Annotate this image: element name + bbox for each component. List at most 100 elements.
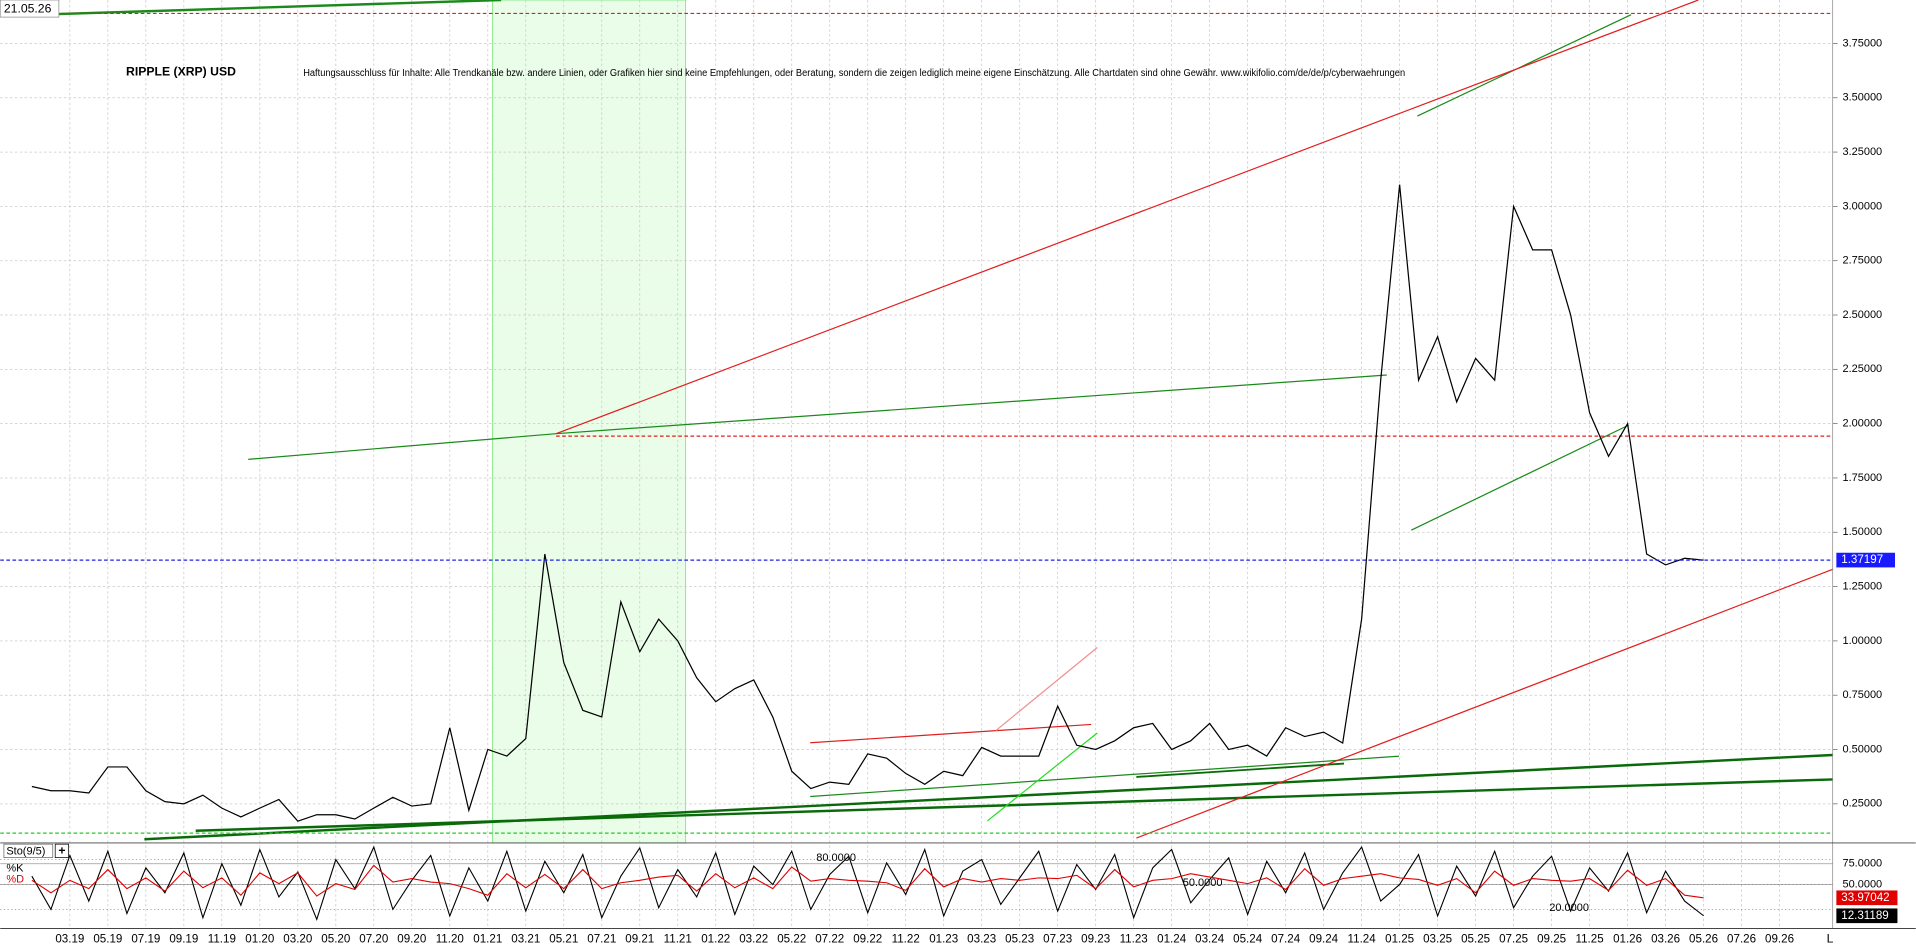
x-tick-label: 09.21 xyxy=(625,933,654,946)
x-tick-label: 09.20 xyxy=(397,933,426,946)
y-tick-label: 3.50000 xyxy=(1842,92,1882,104)
x-tick-label: 05.23 xyxy=(1005,933,1034,946)
disclaimer: Haftungsausschluss für Inhalte: Alle Tre… xyxy=(303,68,1405,79)
x-tick-label: 09.26 xyxy=(1765,933,1794,946)
y-tick-label: 0.75000 xyxy=(1842,689,1882,701)
trend-line xyxy=(195,778,1833,832)
y-tick-label: 3.25000 xyxy=(1842,146,1882,158)
x-tick-label: 07.19 xyxy=(131,933,160,946)
stochastic-line xyxy=(31,864,1704,899)
y-tick-label: 1.00000 xyxy=(1842,635,1882,647)
x-tick-label: 11.20 xyxy=(436,933,464,946)
x-tick-label: 11.24 xyxy=(1348,933,1377,946)
y-tick-label: 2.75000 xyxy=(1842,255,1882,267)
x-tick-label: 01.25 xyxy=(1385,933,1414,946)
y-tick-label: 75.0000 xyxy=(1842,858,1882,870)
y-tick-label: 1.25000 xyxy=(1842,580,1882,592)
trend-line xyxy=(555,0,1699,435)
y-tick-label: 50.0000 xyxy=(1842,878,1882,890)
x-tick-label: 03.21 xyxy=(511,933,540,946)
trend-line xyxy=(995,647,1098,732)
x-tick-label: 07.22 xyxy=(815,933,844,946)
x-tick-label: 05.19 xyxy=(93,933,122,946)
x-tick-label: 07.23 xyxy=(1043,933,1072,946)
y-tick-label: 0.50000 xyxy=(1842,743,1882,755)
timestamp: 21.05.26 xyxy=(4,1,52,15)
indicator-box xyxy=(3,843,54,858)
last-value-label: 12.31189 xyxy=(1841,909,1889,922)
x-tick-label: 11.22 xyxy=(892,933,920,946)
x-tick-label: 03.20 xyxy=(283,933,312,946)
x-tick-label: 09.22 xyxy=(853,933,882,946)
footer-label: L xyxy=(1827,932,1834,946)
trend-line xyxy=(1417,14,1632,117)
y-tick-label: 2.50000 xyxy=(1842,309,1882,321)
trend-line xyxy=(144,753,1833,841)
x-tick-label: 03.22 xyxy=(739,933,768,946)
x-tick-label: 05.21 xyxy=(549,933,578,946)
timestamp-box xyxy=(0,0,60,18)
x-tick-label: 11.23 xyxy=(1120,933,1148,946)
expand-icon: + xyxy=(58,844,65,858)
x-tick-label: 07.21 xyxy=(587,933,616,946)
y-tick-label: 1.75000 xyxy=(1842,472,1882,484)
x-tick-label: 03.26 xyxy=(1651,933,1680,946)
price-line xyxy=(31,184,1704,822)
x-tick-label: 09.23 xyxy=(1081,933,1110,946)
trend-line xyxy=(556,374,1387,435)
expand-button[interactable] xyxy=(54,843,70,858)
trend-line xyxy=(810,755,1400,798)
x-tick-label: 05.25 xyxy=(1461,933,1490,946)
x-tick-label: 01.22 xyxy=(701,933,730,946)
y-tick-label: 0.25000 xyxy=(1842,798,1882,810)
x-tick-label: 11.25 xyxy=(1576,933,1604,946)
indicator-title: Sto(9/5) xyxy=(6,845,45,857)
stochastic-line xyxy=(31,845,1704,922)
x-tick-label: 03.24 xyxy=(1195,933,1225,946)
x-tick-label: 03.19 xyxy=(55,933,84,946)
last-price-label: 1.37197 xyxy=(1841,553,1883,566)
trend-line xyxy=(248,433,557,460)
x-tick-label: 11.19 xyxy=(208,933,236,946)
y-tick-label: 2.25000 xyxy=(1842,363,1882,375)
x-tick-label: 05.22 xyxy=(777,933,806,946)
level-label: 80.0000 xyxy=(816,852,856,864)
last-value-box xyxy=(1836,908,1898,924)
x-tick-label: 11.21 xyxy=(664,933,692,946)
x-tick-label: 01.23 xyxy=(929,933,958,946)
x-tick-label: 01.24 xyxy=(1157,933,1187,946)
x-tick-label: 09.24 xyxy=(1309,933,1339,946)
y-tick-label: 2.00000 xyxy=(1842,418,1882,430)
x-tick-label: 09.19 xyxy=(169,933,198,946)
level-label: 50.0000 xyxy=(1183,877,1223,889)
x-tick-label: 05.26 xyxy=(1689,933,1718,946)
x-tick-label: 07.26 xyxy=(1727,933,1756,946)
chart-title: RIPPLE (XRP) USD xyxy=(126,64,236,78)
legend-entry: %K xyxy=(6,862,24,874)
trend-line xyxy=(0,0,502,18)
trend-line xyxy=(1410,424,1629,531)
last-price-box xyxy=(1836,552,1896,568)
trend-line xyxy=(810,723,1092,744)
y-tick-label: 3.75000 xyxy=(1842,37,1882,49)
x-tick-label: 07.24 xyxy=(1271,933,1301,946)
trend-line xyxy=(1136,568,1833,839)
x-tick-label: 09.25 xyxy=(1537,933,1566,946)
x-tick-label: 01.20 xyxy=(245,933,274,946)
trend-line xyxy=(986,732,1098,822)
grid xyxy=(0,0,1833,929)
x-tick-label: 03.25 xyxy=(1423,933,1452,946)
last-value-box xyxy=(1836,890,1898,906)
last-value-label: 33.97042 xyxy=(1841,891,1889,904)
x-tick-label: 01.21 xyxy=(473,933,502,946)
x-tick-label: 05.24 xyxy=(1233,933,1263,946)
x-tick-label: 05.20 xyxy=(321,933,350,946)
trend-line xyxy=(1136,762,1345,778)
legend-entry: %D xyxy=(6,873,24,885)
x-tick-label: 07.20 xyxy=(359,933,388,946)
x-tick-label: 03.23 xyxy=(967,933,996,946)
plot: 3.75000 3.50000 3.25000 3.00000 2.75000 2.500… xyxy=(0,37,1898,946)
x-tick-label: 01.26 xyxy=(1613,933,1642,946)
